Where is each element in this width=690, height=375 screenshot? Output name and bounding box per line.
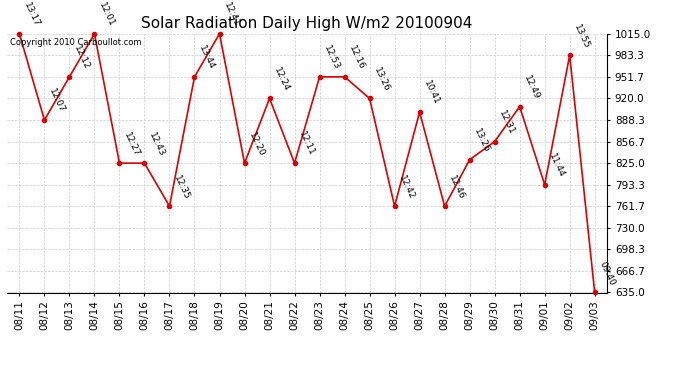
Text: 12:31: 12:31 xyxy=(497,109,516,136)
Text: 12:41: 12:41 xyxy=(222,1,241,28)
Text: 12:46: 12:46 xyxy=(447,174,466,201)
Text: 12:11: 12:11 xyxy=(297,130,316,158)
Text: Copyright 2010 Carboullot.com: Copyright 2010 Carboullot.com xyxy=(10,38,141,46)
Text: 11:44: 11:44 xyxy=(547,152,566,179)
Text: 13:26: 13:26 xyxy=(472,127,491,154)
Text: 10:41: 10:41 xyxy=(422,80,441,106)
Text: 12:20: 12:20 xyxy=(247,130,266,158)
Text: 13:17: 13:17 xyxy=(22,1,41,28)
Title: Solar Radiation Daily High W/m2 20100904: Solar Radiation Daily High W/m2 20100904 xyxy=(141,16,473,31)
Text: 12:27: 12:27 xyxy=(122,130,141,158)
Text: 13:44: 13:44 xyxy=(197,44,216,71)
Text: 13:26: 13:26 xyxy=(372,66,391,93)
Text: 12:07: 12:07 xyxy=(47,87,66,115)
Text: 12:35: 12:35 xyxy=(172,174,191,201)
Text: 12:12: 12:12 xyxy=(72,44,91,71)
Text: 12:16: 12:16 xyxy=(347,44,366,71)
Text: 12:53: 12:53 xyxy=(322,44,341,71)
Text: 09:40: 09:40 xyxy=(598,260,616,287)
Text: 12:49: 12:49 xyxy=(522,74,541,101)
Text: 12:01: 12:01 xyxy=(97,1,116,28)
Text: 12:24: 12:24 xyxy=(272,66,291,93)
Text: 13:55: 13:55 xyxy=(572,22,591,50)
Text: 12:43: 12:43 xyxy=(147,130,166,158)
Text: 12:42: 12:42 xyxy=(397,174,416,201)
